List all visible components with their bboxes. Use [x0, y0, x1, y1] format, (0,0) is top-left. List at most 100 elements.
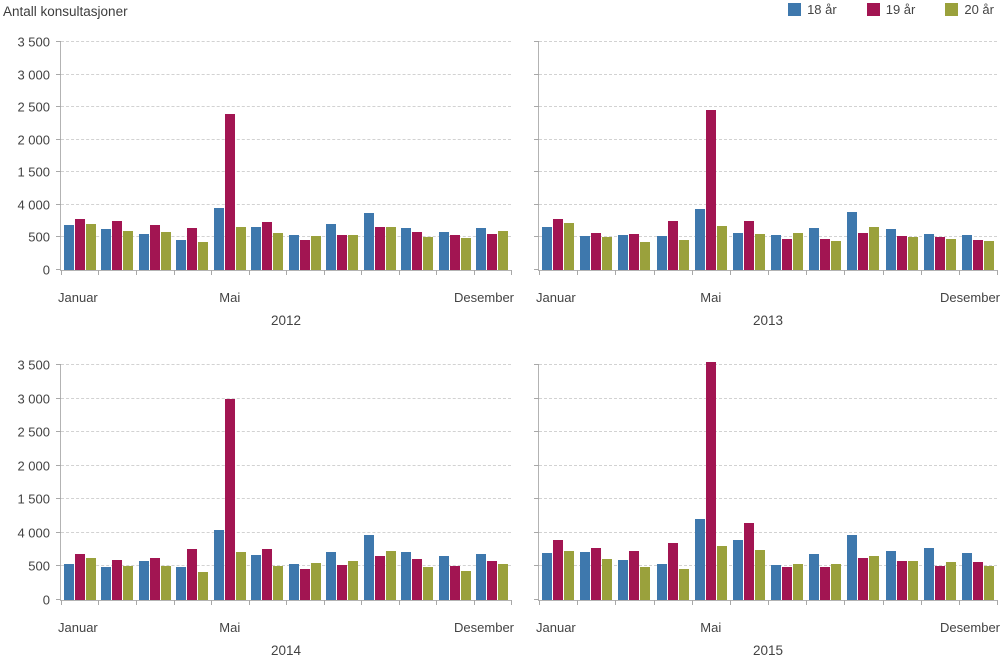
x-axis-tick: [729, 270, 731, 275]
bar-2015-august-18-år: [809, 554, 820, 600]
bar-2015-mai-19-år: [705, 361, 716, 600]
month-group-februar: [99, 365, 137, 600]
x-axis-tick: [615, 600, 617, 605]
y-axis-tick: [534, 203, 539, 205]
bar-2015-juni-20-år: [754, 550, 765, 600]
bar-2013-juni-18-år: [732, 233, 743, 270]
y-axis-tick: [56, 269, 61, 270]
bar-2015-februar-20-år: [602, 558, 613, 600]
month-group-september: [361, 365, 399, 600]
bar-2012-juli-19-år: [299, 239, 310, 270]
month-group-juni: [249, 365, 287, 600]
bar-2014-januar-18-år: [63, 564, 74, 600]
bar-2012-september-19-år: [374, 227, 385, 270]
x-axis-tick: [768, 600, 769, 605]
y-axis-tick: [56, 236, 61, 238]
x-axis-tick: [210, 270, 212, 275]
chart-2014: 3 500 3 000 2 500 2 000 1 500 4 000 500 0 Januar…: [17, 358, 514, 658]
y-axis-tick: [534, 364, 539, 365]
x-axis-tick: [436, 270, 437, 275]
bar-2015-februar-18-år: [580, 552, 591, 600]
x-axis-label-desember: Desember: [454, 620, 514, 635]
bar-2014-mai-20-år: [235, 551, 246, 600]
bar-2013-mai-19-år: [705, 110, 716, 270]
bar-2014-mai-19-år: [224, 398, 235, 600]
bars-area: [61, 42, 511, 270]
y-axis-tick: [534, 464, 539, 466]
bar-2014-oktober-19-år: [412, 559, 423, 600]
bar-2013-juli-19-år: [782, 238, 793, 270]
x-axis-tick: [768, 270, 769, 275]
x-axis-tick: [691, 270, 693, 275]
month-group-januar: [61, 365, 99, 600]
bar-2014-april-18-år: [176, 566, 187, 600]
bar-2014-mai-18-år: [213, 529, 224, 600]
bar-2013-august-20-år: [831, 241, 842, 270]
month-group-november: [921, 365, 959, 600]
bar-2015-juli-18-år: [771, 565, 782, 600]
gridline-2500: [61, 431, 511, 433]
bar-2012-oktober-19-år: [412, 231, 423, 270]
bar-2012-mai-20-år: [235, 227, 246, 270]
legend-label: 20 år: [964, 2, 994, 17]
y-axis-tick: [56, 138, 61, 140]
bar-2012-august-18-år: [326, 224, 337, 270]
bar-2012-februar-20-år: [123, 231, 134, 270]
bar-2012-oktober-20-år: [423, 237, 434, 270]
bar-2012-januar-18-år: [63, 225, 74, 270]
bar-2014-juli-18-år: [288, 564, 299, 600]
legend-item-20-år: 20 år: [945, 2, 994, 17]
gridline-1500: [61, 171, 511, 173]
bar-2012-oktober-18-år: [401, 228, 412, 270]
month-group-august: [806, 365, 844, 600]
y-axis-tick: [534, 431, 539, 433]
y-axis-label: 2 500: [17, 99, 50, 115]
y-axis-tick: [534, 498, 539, 500]
bar-2012-mai-19-år: [224, 114, 235, 270]
gridline-500: [539, 565, 997, 567]
bar-2012-desember-18-år: [476, 227, 487, 270]
y-axis-label: 0: [42, 592, 50, 608]
y-axis-tick: [56, 41, 61, 42]
bar-2013-juni-20-år: [754, 233, 765, 270]
y-axis-tick: [534, 73, 539, 75]
x-axis-tick: [539, 270, 540, 275]
month-group-mai: [692, 361, 730, 600]
x-axis-label-januar: Januar: [536, 620, 576, 635]
x-axis-tick: [248, 600, 250, 605]
bar-2015-november-19-år: [934, 565, 945, 600]
bar-2014-juni-20-år: [273, 566, 284, 600]
month-group-januar: [539, 42, 577, 270]
bar-2015-juni-19-år: [743, 522, 754, 600]
chart-2012: 3 500 3 000 2 500 2 000 1 500 4 000 500 0 Januar…: [17, 35, 514, 329]
bar-2012-februar-19-år: [112, 221, 123, 270]
month-group-oktober: [399, 365, 437, 600]
bar-2015-juli-20-år: [793, 564, 804, 600]
y-axis-tick: [56, 203, 61, 205]
gridline-3000: [61, 397, 511, 399]
gridline-500: [539, 236, 997, 238]
chart-title: Antall konsultasjoner: [3, 4, 128, 19]
bar-2015-april-20-år: [678, 569, 689, 600]
bar-2013-november-20-år: [945, 238, 956, 270]
bars-area: [61, 365, 511, 600]
x-axis-tick: [920, 270, 922, 275]
gridline-3000: [539, 73, 997, 75]
bar-2015-mars-18-år: [618, 560, 629, 600]
gridline-3500: [539, 364, 997, 365]
bar-2012-mars-18-år: [138, 233, 149, 270]
month-group-januar: [61, 42, 99, 270]
bar-2012-april-19-år: [187, 228, 198, 270]
legend-item-19-år: 19 år: [866, 2, 915, 17]
x-axis-tick: [806, 600, 808, 605]
gridline-2000: [61, 138, 511, 140]
y-axis-tick: [56, 73, 61, 75]
y-axis-tick: [56, 498, 61, 500]
y-axis-tick: [56, 106, 61, 108]
gridline-2500: [539, 431, 997, 433]
bar-2015-september-18-år: [847, 534, 858, 600]
gridline-3500: [539, 41, 997, 42]
gridline-2000: [539, 138, 997, 140]
y-axis-label: 2 500: [17, 424, 50, 440]
bar-2015-mars-19-år: [629, 551, 640, 600]
